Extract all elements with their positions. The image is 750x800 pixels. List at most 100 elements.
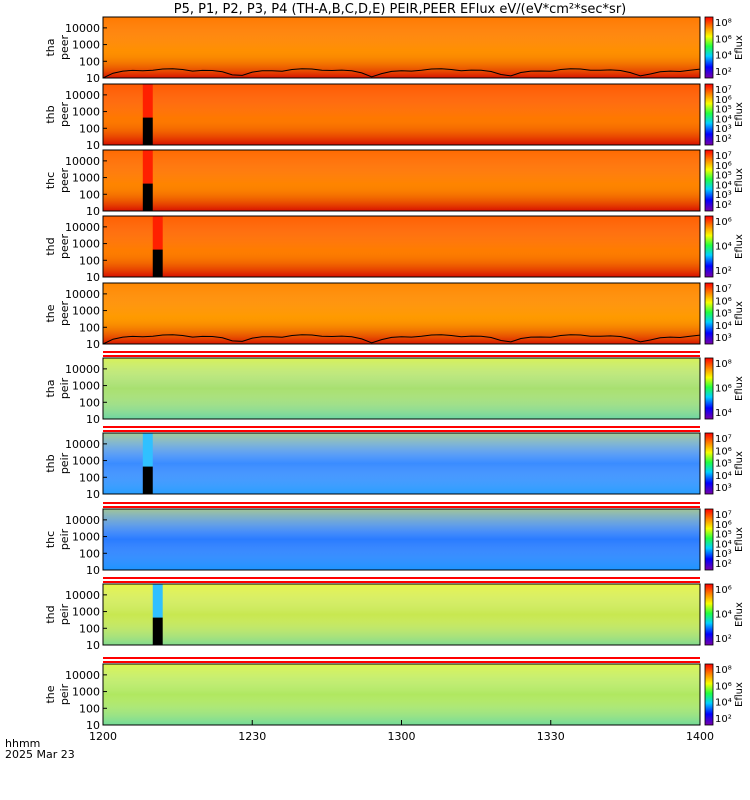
panel-species-label: peir [58,528,71,550]
y-tick-label: 1000 [72,686,100,699]
data-gap-high [152,216,163,250]
panel-probe-label: the [44,304,57,322]
colorbar-tick-label: 10⁷ [715,434,732,445]
panel-label: the peer [44,301,71,327]
colorbar-tick-label: 10⁴ [715,698,732,709]
panel-probe-label: thd [44,605,57,623]
spectrogram-shading [103,584,700,645]
colorbar-tick-label: 10⁴ [715,51,732,62]
panel-label: thd peir [44,603,71,625]
y-tick-label: 10 [86,564,100,577]
panel-probe-label: the [44,685,57,703]
colorbar-tick-label: 10³ [715,549,732,560]
panel-probe-label: tha [44,38,57,56]
colorbar-tick-label: 10⁴ [715,610,732,621]
colorbar-tick-label: 10⁵ [715,171,732,182]
panel-label: thb peir [44,452,71,474]
colorbar-tick-label: 10⁸ [715,18,732,29]
separator-stripe-top [103,426,700,428]
spectrogram-shading [103,358,700,419]
y-tick-label: 1000 [72,455,100,468]
panel-species-label: peir [58,452,71,474]
data-gap-low [142,466,153,494]
y-tick-label: 10000 [65,22,100,35]
x-tick-label: 1200 [89,730,117,743]
data-gap-low [142,117,153,145]
separator-stripe-bottom [103,430,700,432]
colorbar [704,16,714,79]
panel-species-label: peir [58,603,71,625]
x-tick-label: 1230 [238,730,266,743]
y-tick-label: 1000 [72,380,100,393]
colorbar-tick-label: 10² [715,559,732,570]
colorbar-tick-label: 10⁶ [715,95,732,106]
potential-line [102,68,701,79]
colorbar-tick-label: 10⁶ [715,446,732,457]
y-tick-label: 100 [79,396,100,409]
colorbar-tick-label: 10² [715,634,732,645]
colorbar [704,583,714,646]
colorbar-tick-label: 10⁶ [715,384,732,395]
panel-probe-label: thd [44,237,57,255]
colorbar-label: Eflux [734,301,745,326]
panel-species-label: peir [58,377,71,399]
panel-probe-label: tha [44,379,57,397]
colorbar-tick-label: 10² [715,266,732,277]
spectrogram-shading [103,283,700,344]
colorbar [704,508,714,571]
colorbar-tick-label: 10⁴ [715,114,732,125]
colorbar-tick-label: 10² [715,200,732,211]
y-tick-label: 100 [79,254,100,267]
x-axis: 1200 1230 1300 1330 1400 [89,720,714,743]
colorbar-tick-label: 10² [715,134,732,145]
y-tick-label: 100 [79,471,100,484]
y-tick-label: 10 [86,139,100,152]
colorbar-label: Eflux [734,451,745,476]
panel-probe-label: thb [44,105,57,123]
y-tick-label: 10000 [65,288,100,301]
panel-probe-label: thc [44,172,57,189]
separator-stripe-top [103,502,700,504]
colorbar [704,357,714,420]
separator-stripe-top [103,351,700,353]
colorbar [704,149,714,212]
y-tick-label: 1000 [72,172,100,185]
colorbar [704,663,714,726]
colorbar-tick-label: 10⁶ [715,520,732,531]
figure-title: P5, P1, P2, P3, P4 (TH-A,B,C,D,E) PEIR,P… [174,2,627,17]
colorbar-tick-label: 10⁶ [715,585,732,596]
y-tick-label: 10 [86,639,100,652]
y-tick-label: 10000 [65,155,100,168]
spectrogram-shading [103,150,700,211]
colorbar-tick-label: 10³ [715,483,732,494]
colorbar-tick-label: 10⁷ [715,85,732,96]
colorbar-tick-label: 10² [715,67,732,78]
separator-stripe-top [103,577,700,579]
colorbar-label: Eflux [734,102,745,127]
y-tick-label: 1000 [72,606,100,619]
panel-species-label: peir [58,683,71,705]
data-gap-low [152,617,163,645]
colorbar [704,215,714,278]
data-gap-low [142,183,153,211]
panel-frame [102,282,701,345]
panel-probe-label: thc [44,531,57,548]
y-tick-label: 1000 [72,531,100,544]
data-gap-high [142,433,153,467]
colorbar-tick-label: 10⁵ [715,105,732,116]
data-gap-high [152,584,163,618]
y-tick-label: 100 [79,622,100,635]
colorbar-tick-label: 10⁵ [715,530,732,541]
panel-frame [102,83,701,146]
colorbar-tick-label: 10⁶ [715,681,732,692]
colorbar-tick-label: 10⁸ [715,359,732,370]
colorbar-tick-label: 10³ [715,124,732,135]
panel-label: the peir [44,683,71,705]
y-tick-label: 100 [79,547,100,560]
